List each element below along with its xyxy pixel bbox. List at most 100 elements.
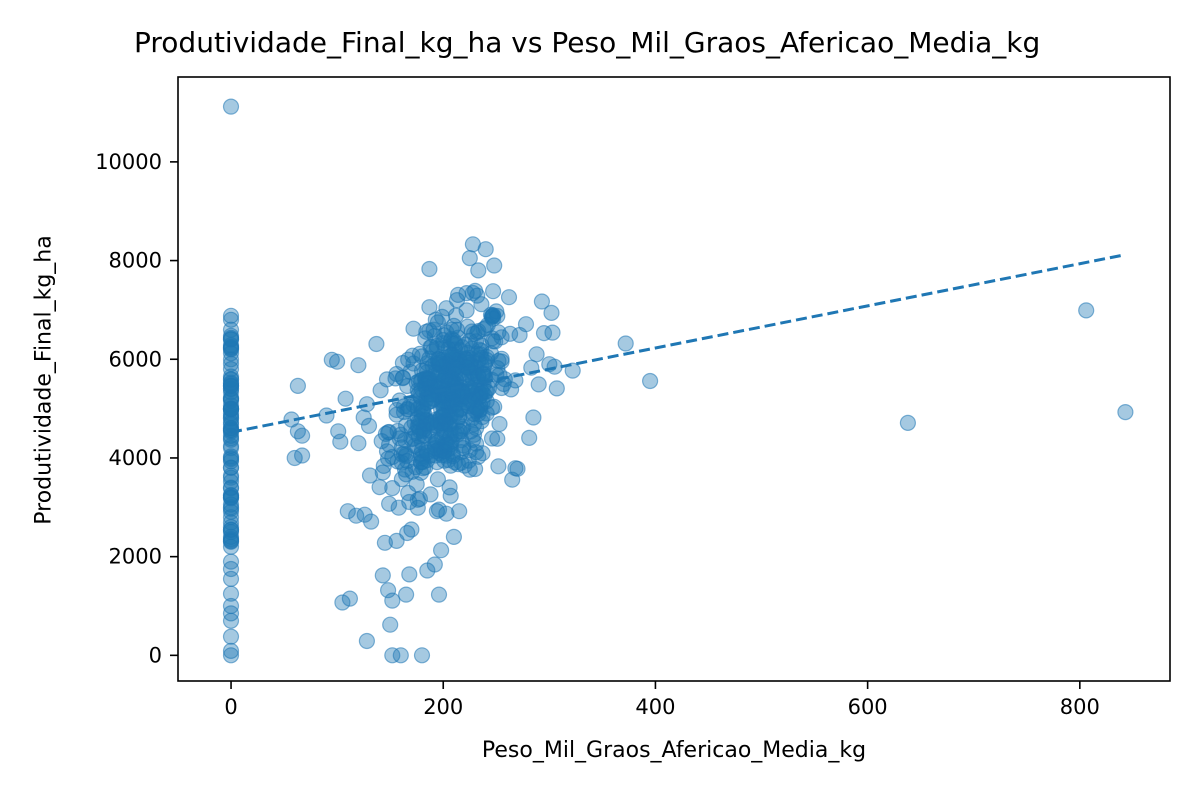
data-point	[418, 374, 435, 391]
x-tick-label: 800	[1060, 695, 1100, 719]
data-point	[384, 448, 401, 466]
data-point	[448, 321, 466, 338]
data-point	[422, 486, 439, 503]
data-point	[511, 326, 528, 344]
data-point	[222, 570, 240, 588]
data-point	[454, 339, 471, 356]
data-point	[380, 582, 397, 599]
data-point	[436, 452, 453, 469]
data-point	[382, 616, 399, 633]
data-point	[445, 528, 462, 546]
data-point	[500, 289, 518, 306]
data-point	[469, 345, 486, 363]
data-point	[483, 430, 501, 447]
data-point	[330, 423, 347, 440]
data-point	[222, 628, 240, 645]
data-point	[350, 357, 367, 374]
data-point	[332, 433, 349, 450]
data-point	[358, 632, 375, 650]
data-point	[401, 398, 418, 415]
data-point	[490, 458, 507, 475]
data-point	[487, 333, 504, 350]
data-point	[403, 521, 420, 538]
data-point	[507, 460, 524, 477]
x-tick-label: 200	[423, 695, 463, 719]
y-axis-label: Produtividade_Final_kg_ha	[31, 235, 57, 525]
data-point	[460, 378, 477, 395]
data-point	[222, 400, 240, 417]
data-point	[479, 316, 496, 334]
data-point	[398, 586, 415, 603]
data-point	[482, 345, 500, 362]
data-point	[350, 435, 367, 452]
data-point	[473, 296, 490, 313]
data-point	[442, 436, 459, 453]
data-point	[533, 293, 551, 310]
data-point	[428, 503, 445, 520]
data-point	[430, 354, 448, 371]
data-point	[430, 586, 448, 603]
data-point	[294, 427, 311, 444]
data-point	[401, 566, 418, 583]
data-point	[451, 503, 468, 520]
data-point	[441, 479, 458, 496]
data-point	[294, 447, 311, 464]
data-point	[543, 304, 560, 321]
data-point	[400, 351, 417, 368]
data-point	[427, 311, 444, 328]
data-point	[528, 346, 545, 363]
x-axis-ticks: 0 200 400 600 800	[224, 681, 1100, 719]
data-point	[222, 585, 240, 602]
data-point	[222, 371, 240, 388]
data-point	[407, 424, 424, 441]
data-point	[363, 513, 380, 530]
data-point	[381, 495, 398, 512]
data-point	[530, 376, 547, 393]
data-point	[437, 435, 454, 452]
y-tick-label: 0	[149, 643, 162, 667]
y-axis-ticks: 0 2000 4000 6000 8000 10000	[95, 150, 178, 667]
data-point	[417, 330, 434, 347]
data-point	[423, 392, 440, 409]
data-point	[525, 409, 542, 426]
points-layer	[222, 98, 1134, 664]
data-point	[489, 430, 506, 447]
data-point	[341, 590, 358, 607]
data-point	[222, 503, 240, 520]
data-point	[222, 98, 240, 115]
data-point	[289, 377, 306, 394]
data-point	[438, 505, 455, 522]
data-point	[402, 363, 419, 380]
data-point	[329, 353, 346, 370]
data-point	[421, 299, 438, 316]
trendline	[230, 253, 1126, 434]
data-point	[421, 260, 438, 278]
data-point	[425, 321, 442, 338]
data-point	[222, 377, 240, 394]
chart-title: Produtividade_Final_kg_ha vs Peso_Mil_Gr…	[134, 26, 1041, 59]
data-point	[1078, 302, 1095, 319]
y-tick-label: 8000	[109, 249, 162, 273]
data-point	[348, 507, 365, 524]
data-point	[398, 466, 415, 483]
data-point	[222, 467, 240, 484]
data-point	[372, 382, 389, 399]
trendline-layer	[230, 253, 1126, 434]
data-point	[222, 384, 240, 401]
data-point	[222, 473, 240, 490]
data-point	[360, 417, 378, 434]
data-point	[361, 467, 379, 484]
data-point	[458, 285, 475, 302]
data-point	[548, 380, 565, 397]
data-point	[447, 307, 465, 324]
data-point	[222, 345, 240, 362]
data-point	[478, 393, 495, 410]
data-point	[405, 320, 422, 337]
y-tick-label: 6000	[109, 347, 162, 371]
data-point	[535, 325, 553, 342]
data-point	[408, 476, 425, 493]
data-point	[1117, 404, 1134, 421]
data-point	[477, 241, 494, 258]
